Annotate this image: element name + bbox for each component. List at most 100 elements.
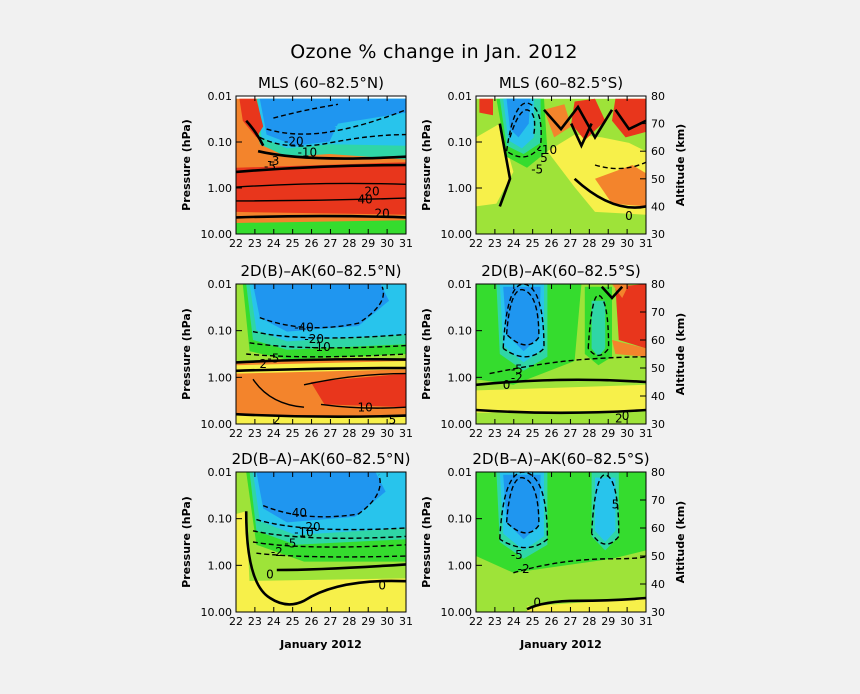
contour-line <box>570 123 593 149</box>
contour-label: -3 <box>267 154 279 168</box>
x-tick-label: 26 <box>545 237 559 250</box>
contour-line <box>252 541 406 548</box>
contour-label: -5 <box>511 548 523 562</box>
contour-line <box>489 356 646 375</box>
y-axis-label: Pressure (hPa) <box>420 496 433 588</box>
panel-title: 2D(B)–AK(60–82.5°S) <box>481 262 640 280</box>
panel-title: 2D(B–A)–AK(60–82.5°N) <box>232 450 411 468</box>
contour-line <box>573 177 646 209</box>
y2-tick-label: 30 <box>651 606 665 619</box>
x-tick-label: 31 <box>399 427 413 440</box>
y-tick-label: 1.00 <box>448 559 473 572</box>
y-axis-label: Pressure (hPa) <box>180 119 193 211</box>
x-tick-label: 23 <box>248 615 262 628</box>
contour-label: -5 <box>284 537 296 551</box>
contour-line <box>252 530 406 539</box>
x-tick-label: 30 <box>620 615 634 628</box>
fill-region <box>591 300 606 357</box>
plot-frame <box>235 283 407 425</box>
contour-label: -2 <box>518 562 530 576</box>
contour-line <box>320 403 406 409</box>
fill-region <box>615 284 646 349</box>
y-tick-label: 0.01 <box>208 90 233 103</box>
contour-line <box>266 109 406 135</box>
x-tick-label: 24 <box>507 615 521 628</box>
y-tick-label: 10.00 <box>201 228 233 241</box>
x-tick-label: 22 <box>229 427 243 440</box>
x-tick-label: 30 <box>380 615 394 628</box>
x-tick-label: 25 <box>286 237 300 250</box>
y2-tick-label: 60 <box>651 522 665 535</box>
contour-label: -5 <box>264 160 276 174</box>
y-tick-label: 0.01 <box>208 466 233 479</box>
panel-title: MLS (60–82.5°S) <box>499 74 623 92</box>
y-tick-label: 0.01 <box>448 466 473 479</box>
contour-label: 0 <box>503 378 511 392</box>
y2-tick-label: 30 <box>651 418 665 431</box>
y2-tick-label: 40 <box>651 200 665 213</box>
fill-region <box>595 477 616 542</box>
x-tick-label: 31 <box>399 237 413 250</box>
x-axis-label: January 2012 <box>519 638 602 651</box>
x-tick-label: 22 <box>229 615 243 628</box>
plot-frame <box>235 471 407 613</box>
contour-label: 20 <box>364 184 379 198</box>
y-tick-label: 1.00 <box>208 182 233 195</box>
contour-line <box>526 596 646 611</box>
fill-region <box>253 284 389 332</box>
y2-axis-label: Altitude (km) <box>674 124 687 206</box>
y-axis-label: Pressure (hPa) <box>420 308 433 400</box>
fill-region <box>544 104 572 138</box>
y-tick-label: 0.01 <box>208 278 233 291</box>
contour-line <box>236 214 406 219</box>
x-tick-label: 26 <box>545 427 559 440</box>
x-tick-label: 24 <box>507 427 521 440</box>
fill-region <box>310 373 406 408</box>
x-tick-label: 27 <box>323 237 337 250</box>
contour-label: -5 <box>531 162 543 176</box>
fill-region <box>239 98 264 138</box>
contour-label: 0 <box>625 209 633 223</box>
x-tick-label: 29 <box>361 237 375 250</box>
y-tick-label: 1.00 <box>208 371 233 384</box>
contour-label: 10 <box>358 400 373 414</box>
x-tick-label: 28 <box>342 237 356 250</box>
contour-label: -2 <box>511 371 523 385</box>
x-tick-label: 23 <box>248 427 262 440</box>
y2-tick-label: 60 <box>651 145 665 158</box>
y-tick-label: 0.10 <box>208 325 233 338</box>
contour-line <box>498 123 512 207</box>
fill-region <box>236 96 406 99</box>
y-tick-label: 0.10 <box>208 513 233 526</box>
contour-label: -20 <box>284 135 304 149</box>
panel-title: MLS (60–82.5°N) <box>258 74 384 92</box>
x-tick-label: 29 <box>601 615 615 628</box>
contour-label: -10 <box>298 146 318 160</box>
y-tick-label: 10.00 <box>201 418 233 431</box>
panel-title: 2D(B–A)–AK(60–82.5°S) <box>472 450 649 468</box>
fill-region <box>503 286 541 352</box>
x-tick-label: 22 <box>469 427 483 440</box>
x-tick-label: 26 <box>545 615 559 628</box>
y-tick-label: 10.00 <box>201 606 233 619</box>
fill-region <box>256 472 386 523</box>
y-tick-label: 0.10 <box>448 325 473 338</box>
contour-line <box>509 109 536 138</box>
x-tick-label: 22 <box>469 237 483 250</box>
contour-label: 2 <box>273 413 281 427</box>
contour-label: 2 <box>615 412 623 426</box>
contour-label: -10 <box>311 340 331 354</box>
fill-region <box>259 98 406 146</box>
contour-line <box>244 511 406 606</box>
plot-frame <box>235 95 407 235</box>
y2-axis-label: Altitude (km) <box>674 313 687 395</box>
x-tick-label: 23 <box>488 427 502 440</box>
x-tick-label: 30 <box>620 237 634 250</box>
x-tick-label: 30 <box>380 237 394 250</box>
contour-line <box>476 408 646 415</box>
y-tick-label: 0.10 <box>448 513 473 526</box>
